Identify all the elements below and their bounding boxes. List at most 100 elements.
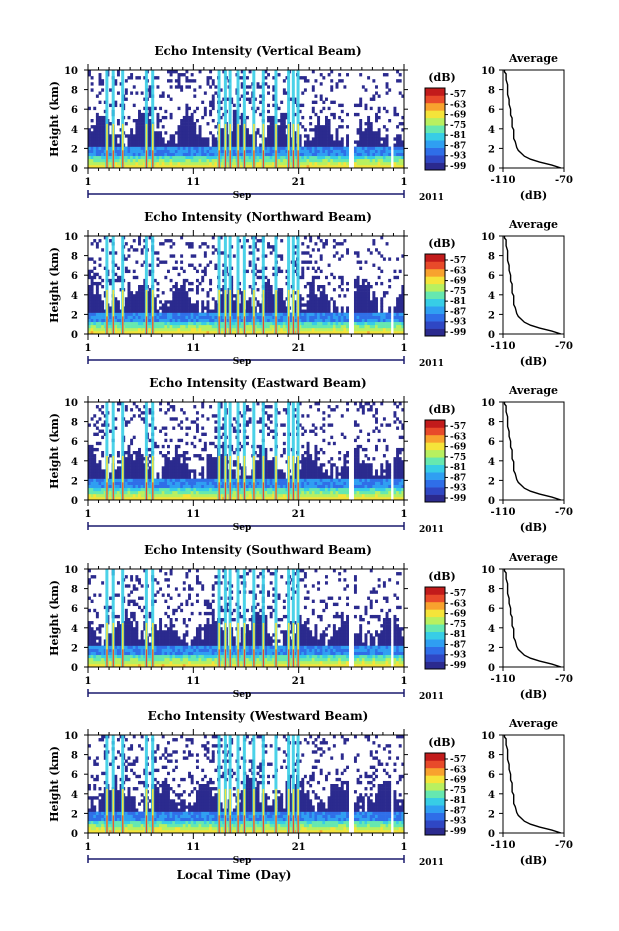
heatmap-cell: [385, 164, 389, 169]
heatmap-cell: [385, 242, 389, 246]
heatmap-cell: [211, 321, 215, 326]
heatmap-cell: [185, 478, 189, 482]
heatmap-cell: [143, 152, 147, 157]
heatmap-cell: [319, 315, 323, 319]
heatmap-cell: [103, 490, 107, 495]
heatmap-cell: [172, 472, 176, 476]
heatmap-cell: [211, 103, 215, 108]
heatmap-cell: [198, 490, 202, 495]
heatmap-cell: [195, 149, 199, 153]
heatmap-cell: [272, 321, 276, 326]
heatmap-cell: [222, 451, 226, 455]
heatmap-cell: [209, 109, 213, 114]
heatmap-cell: [377, 106, 381, 111]
heatmap-cell: [219, 493, 223, 498]
heatmap-cell: [327, 309, 331, 313]
heatmap-cell: [164, 131, 168, 135]
heatmap-cell: [240, 146, 244, 150]
heatmap-cell: [240, 309, 244, 313]
heatmap-cell: [232, 429, 236, 433]
heatmap-cell: [116, 143, 120, 147]
heatmap-cell: [259, 85, 263, 89]
heatmap-cell: [267, 140, 270, 144]
heatmap-cell: [114, 306, 118, 310]
heatmap-cell: [232, 152, 236, 157]
heatmap-cell: [282, 300, 286, 304]
heatmap-cell: [116, 155, 120, 160]
heatmap-cell: [248, 321, 252, 326]
heatmap-cell: [367, 76, 371, 80]
heatmap-cell: [214, 164, 218, 169]
average-y-tick-label: 4: [488, 291, 495, 302]
heatmap-cell: [185, 451, 189, 455]
heatmap-cell: [303, 164, 307, 169]
heatmap-cell: [264, 143, 268, 147]
heatmap-cell: [298, 164, 302, 169]
heatmap-cell: [214, 155, 218, 160]
heatmap-cell: [340, 109, 344, 114]
heatmap-cell: [138, 285, 141, 289]
heatmap-cell: [90, 457, 94, 461]
heatmap-cell: [109, 496, 112, 501]
heatmap-cell: [193, 254, 197, 258]
heatmap-cell: [398, 300, 402, 304]
heatmap-cell: [372, 321, 376, 326]
heatmap-cell: [201, 321, 205, 326]
heatmap-cell: [190, 330, 194, 335]
heatmap-cell: [182, 149, 186, 153]
heatmap-cell: [188, 288, 191, 292]
heatmap-cell: [322, 161, 326, 166]
heatmap-cell: [238, 441, 242, 446]
rain-streak-peak: [237, 316, 239, 334]
heatmap-cell: [301, 269, 305, 274]
heatmap-cell: [98, 303, 102, 307]
heatmap-cell: [209, 463, 213, 467]
heatmap-cell: [169, 315, 173, 319]
heatmap-cell: [190, 312, 194, 316]
heatmap-cell: [132, 248, 136, 252]
y-tick-label: 10: [64, 66, 78, 77]
heatmap-cell: [285, 281, 289, 286]
heatmap-cell: [267, 119, 270, 123]
heatmap-cell: [330, 85, 334, 89]
heatmap-cell: [114, 263, 118, 267]
heatmap-cell: [282, 161, 286, 166]
heatmap-cell: [388, 161, 392, 166]
heatmap-cell: [124, 405, 128, 409]
heatmap-cell: [269, 137, 273, 141]
heatmap-cell: [240, 137, 244, 141]
heatmap-cell: [369, 131, 373, 135]
rain-streak-core: [106, 123, 108, 168]
heatmap-cell: [269, 119, 273, 123]
heatmap-cell: [127, 447, 131, 452]
heatmap-cell: [109, 478, 112, 482]
heatmap-cell: [185, 327, 189, 332]
heatmap-cell: [143, 327, 147, 332]
heatmap-cell: [293, 251, 297, 255]
heatmap-cell: [330, 272, 334, 277]
heatmap-cell: [148, 487, 152, 492]
heatmap-cell: [377, 315, 381, 319]
heatmap-cell: [174, 143, 178, 147]
heatmap-cell: [209, 146, 213, 150]
heatmap-cell: [156, 131, 160, 135]
heatmap-cell: [314, 158, 318, 163]
rain-streak-core: [253, 289, 255, 334]
heatmap-cell: [272, 119, 276, 123]
heatmap-cell: [246, 131, 249, 135]
heatmap-cell: [135, 137, 139, 141]
heatmap-cell: [361, 146, 365, 150]
heatmap-cell: [327, 73, 331, 77]
heatmap-cell: [90, 288, 94, 292]
heatmap-cell: [222, 294, 226, 298]
heatmap-cell: [232, 490, 236, 495]
rain-streak-peak: [292, 316, 295, 334]
heatmap-cell: [230, 324, 234, 329]
heatmap-cell: [195, 318, 199, 323]
heatmap-cell: [256, 85, 260, 89]
heatmap-cell: [172, 164, 176, 169]
heatmap-cell: [193, 487, 197, 492]
heatmap-cell: [380, 321, 384, 326]
heatmap-cell: [269, 122, 273, 126]
heatmap-cell: [132, 484, 136, 489]
